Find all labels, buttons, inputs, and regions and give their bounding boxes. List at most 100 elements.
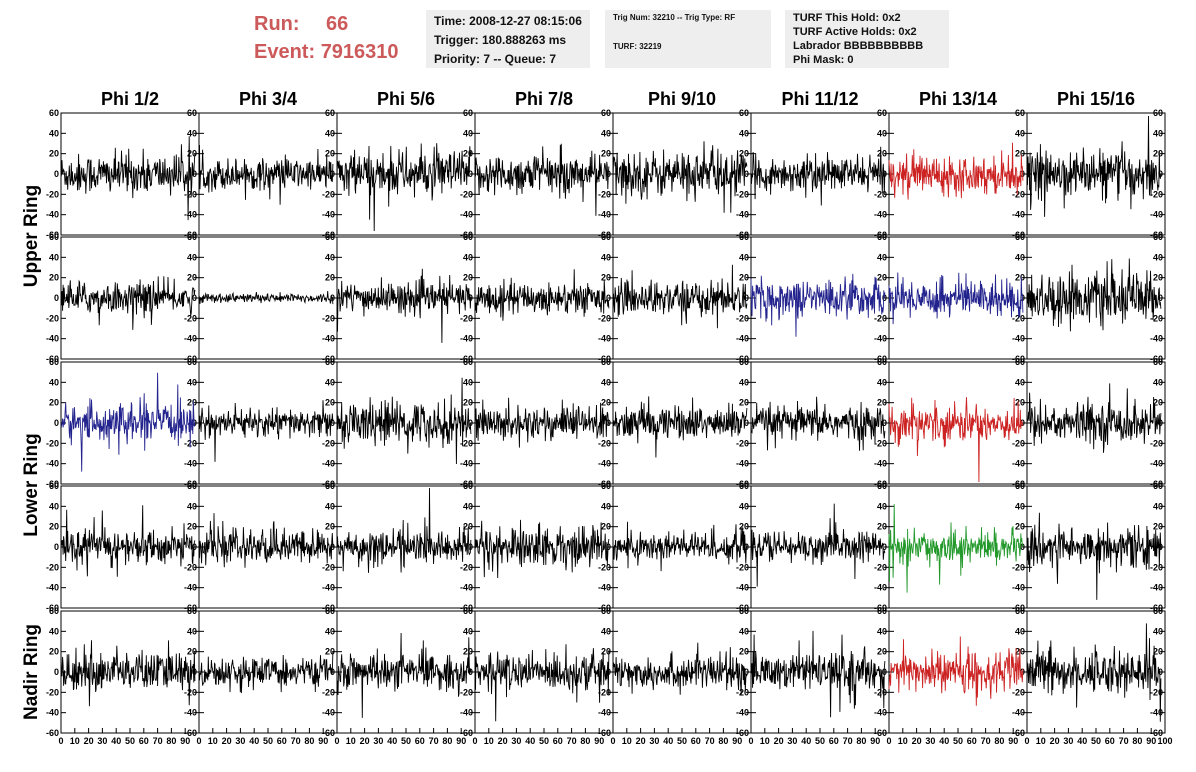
y-tick-label: 40 bbox=[463, 501, 473, 511]
y-tick-label: 60 bbox=[1015, 232, 1025, 242]
y-tick-label: -60 bbox=[460, 230, 473, 240]
y-tick-label: 20 bbox=[1153, 522, 1163, 532]
y-tick-label: -60 bbox=[460, 354, 473, 364]
y-tick-label: -40 bbox=[322, 334, 335, 344]
y-tick-label: 60 bbox=[49, 606, 59, 616]
y-tick-label: 40 bbox=[325, 128, 335, 138]
y-tick-label: 0 bbox=[744, 293, 749, 303]
waveform-trace bbox=[474, 397, 610, 448]
y-tick-label: -40 bbox=[736, 334, 749, 344]
y-tick-label: -60 bbox=[1150, 479, 1163, 489]
y-tick-label: -20 bbox=[184, 313, 197, 323]
x-tick-label: 60 bbox=[967, 736, 977, 746]
waveform-trace bbox=[1026, 623, 1162, 722]
waveform-trace bbox=[888, 397, 1024, 483]
y-tick-label: -20 bbox=[598, 562, 611, 572]
x-tick-label: 40 bbox=[111, 736, 121, 746]
waveform-trace bbox=[612, 642, 748, 696]
y-tick-label: -40 bbox=[1012, 334, 1025, 344]
y-tick-label: 0 bbox=[54, 667, 59, 677]
y-tick-label: 20 bbox=[739, 149, 749, 159]
y-tick-label: 20 bbox=[877, 522, 887, 532]
x-tick-label: 90 bbox=[732, 736, 742, 746]
y-tick-label: 20 bbox=[1153, 273, 1163, 283]
y-tick-label: 40 bbox=[325, 252, 335, 262]
column-header: Phi 5/6 bbox=[377, 89, 435, 109]
y-tick-label: -40 bbox=[874, 708, 887, 718]
y-tick-label: 20 bbox=[739, 273, 749, 283]
y-tick-label: -40 bbox=[736, 708, 749, 718]
y-tick-label: 40 bbox=[601, 626, 611, 636]
y-tick-label: 60 bbox=[739, 108, 749, 118]
y-tick-label: -20 bbox=[322, 438, 335, 448]
y-tick-label: 20 bbox=[1015, 149, 1025, 159]
waveform-trace bbox=[336, 268, 472, 343]
x-tick-label: 50 bbox=[125, 736, 135, 746]
y-tick-label: -40 bbox=[460, 459, 473, 469]
y-tick-label: 60 bbox=[877, 481, 887, 491]
y-tick-label: -40 bbox=[184, 210, 197, 220]
x-tick-label: 50 bbox=[953, 736, 963, 746]
trigger-info-box: Trig Num: 32210 -- Trig Type: RF TURF: 3… bbox=[605, 10, 771, 68]
x-tick-label: 60 bbox=[415, 736, 425, 746]
y-tick-label: 40 bbox=[1153, 501, 1163, 511]
y-tick-label: -20 bbox=[1012, 313, 1025, 323]
waveform-trace bbox=[888, 504, 1024, 593]
x-tick-label: 80 bbox=[856, 736, 866, 746]
turf-active-text: TURF Active Holds: 0x2 bbox=[793, 26, 917, 38]
x-tick-label: 10 bbox=[760, 736, 770, 746]
y-tick-label: -40 bbox=[460, 583, 473, 593]
waveform-trace bbox=[612, 521, 748, 572]
column-header: Phi 9/10 bbox=[648, 89, 716, 109]
y-tick-label: 20 bbox=[325, 647, 335, 657]
y-tick-label: 60 bbox=[739, 232, 749, 242]
y-tick-label: -20 bbox=[874, 562, 887, 572]
y-tick-label: 40 bbox=[463, 128, 473, 138]
y-tick-label: 60 bbox=[1153, 108, 1163, 118]
y-tick-label: 40 bbox=[877, 252, 887, 262]
y-tick-label: -60 bbox=[1012, 230, 1025, 240]
y-tick-label: 60 bbox=[325, 108, 335, 118]
x-tick-label: 80 bbox=[166, 736, 176, 746]
y-tick-label: -20 bbox=[1012, 189, 1025, 199]
y-tick-label: -40 bbox=[1150, 583, 1163, 593]
y-tick-label: 60 bbox=[739, 606, 749, 616]
y-tick-label: -20 bbox=[184, 189, 197, 199]
y-tick-label: 40 bbox=[187, 377, 197, 387]
y-tick-label: -60 bbox=[46, 354, 59, 364]
y-tick-label: -20 bbox=[322, 562, 335, 572]
x-tick-label: 90 bbox=[870, 736, 880, 746]
x-tick-label: 10 bbox=[346, 736, 356, 746]
y-tick-label: -40 bbox=[460, 334, 473, 344]
column-header: Phi 7/8 bbox=[515, 89, 573, 109]
x-tick-label: 80 bbox=[718, 736, 728, 746]
x-tick-label: 40 bbox=[1077, 736, 1087, 746]
y-tick-label: 40 bbox=[325, 377, 335, 387]
x-tick-label: 0 bbox=[334, 736, 339, 746]
waveform-trace bbox=[888, 636, 1024, 706]
y-tick-label: 20 bbox=[187, 647, 197, 657]
x-tick-label: 60 bbox=[829, 736, 839, 746]
waveform-trace bbox=[198, 651, 334, 694]
x-tick-label: 10 bbox=[1036, 736, 1046, 746]
y-tick-label: 20 bbox=[601, 522, 611, 532]
y-tick-label: -40 bbox=[598, 210, 611, 220]
time-text: Time: 2008-12-27 08:15:06 bbox=[434, 14, 582, 28]
y-tick-label: 60 bbox=[325, 232, 335, 242]
y-tick-label: -60 bbox=[460, 603, 473, 613]
y-tick-label: 60 bbox=[49, 232, 59, 242]
run-label: Run: bbox=[254, 13, 300, 35]
x-tick-label: 50 bbox=[401, 736, 411, 746]
y-tick-label: 60 bbox=[601, 108, 611, 118]
y-tick-label: 20 bbox=[463, 273, 473, 283]
y-tick-label: -60 bbox=[322, 479, 335, 489]
x-tick-label: 70 bbox=[843, 736, 853, 746]
y-tick-label: 20 bbox=[877, 273, 887, 283]
y-tick-label: -60 bbox=[736, 603, 749, 613]
y-tick-label: 0 bbox=[330, 418, 335, 428]
x-tick-label: 100 bbox=[1157, 736, 1172, 746]
y-tick-label: -20 bbox=[322, 687, 335, 697]
y-tick-label: -60 bbox=[1150, 603, 1163, 613]
y-tick-label: 20 bbox=[463, 149, 473, 159]
y-tick-label: -40 bbox=[184, 459, 197, 469]
